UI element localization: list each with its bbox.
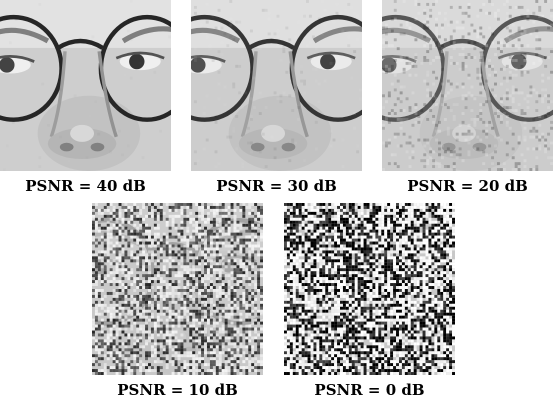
caption-psnr-30: PSNR = 30 dB [191,177,362,195]
caption-psnr-0: PSNR = 0 dB [284,381,455,399]
face-image-psnr-0 [284,203,455,375]
caption-psnr-20: PSNR = 20 dB [382,177,553,195]
face-image-psnr-30 [191,0,362,171]
face-image-psnr-10 [92,203,263,375]
caption-psnr-40: PSNR = 40 dB [0,177,171,195]
face-image-psnr-20 [382,0,553,171]
face-image-psnr-40 [0,0,171,171]
caption-psnr-10: PSNR = 10 dB [92,381,263,399]
